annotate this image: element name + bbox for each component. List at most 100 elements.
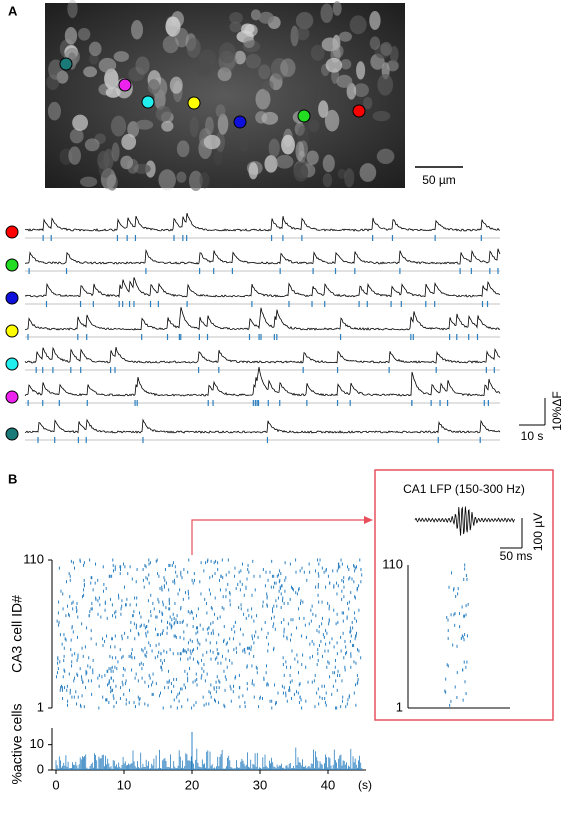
cell-body [135,56,150,75]
cell-body [47,101,61,121]
y-tick-label: 110 [382,556,403,571]
cell-body [280,58,296,78]
cell-body [321,37,339,52]
cell-marker [5,225,19,239]
cell-body [131,20,144,40]
cell-body [79,176,98,187]
scale-label: 10%ΔF [550,391,564,430]
cell-marker [5,324,19,338]
cell-body [294,122,305,136]
cell-body [203,134,221,150]
fluorescence-trace [24,212,500,232]
arrow-head [364,516,373,524]
cell-body [338,31,352,42]
cell-body [363,96,373,110]
raster: 1 110 [23,551,363,714]
fluorescence-trace [24,346,501,364]
roi-marker [59,57,73,71]
y-tick-label: 1 [396,699,403,714]
cell-body [171,11,184,28]
cell-marker [5,427,19,441]
cell-body [229,21,242,33]
cell-body [295,11,314,30]
cell-body [258,11,274,24]
cell-body [369,36,381,50]
cell-body [188,170,203,191]
y-tick-label: 1 [37,699,44,714]
x-tick-label: 10 [117,777,131,792]
cell-body [295,141,305,162]
cell-body [234,50,246,65]
cell-body [121,133,137,150]
cell-body [242,40,261,53]
cell-body [356,61,366,80]
roi-marker [297,109,311,123]
cell-body [83,66,98,78]
roi-marker [118,78,132,92]
cell-body [89,53,99,65]
cell-body [245,53,261,69]
cell-body [64,27,78,45]
cell-body [389,45,399,63]
fluorescence-trace [24,418,501,434]
cell-body [255,88,271,110]
cell-body [161,120,174,132]
cell-body [324,109,340,132]
cell-body [340,59,352,70]
cell-body [270,58,289,80]
panel-label: B [8,471,17,486]
cell-body [158,169,176,191]
cell-body [244,24,258,37]
panel-label: A [8,3,18,18]
cell-body [337,168,347,179]
cell-body [120,155,133,170]
cell-body [262,80,274,92]
cell-body [111,142,120,162]
x-tick-label: 0 [52,777,59,792]
cell-body [281,134,295,155]
cell-body [250,9,261,21]
fluorescence-trace [24,307,501,331]
cell-body [110,115,127,137]
cell-body [268,138,280,158]
roi-marker [233,115,247,129]
cell-body [135,119,154,130]
cell-body [169,76,183,94]
cell-body [377,73,394,96]
cell-body [290,25,299,47]
cell-body [67,0,78,19]
cell-body [344,168,355,188]
y-tick-label: 110 [23,551,44,566]
cell-body [322,154,335,173]
cell-body [84,138,100,152]
cell-body [264,155,278,173]
cell-body [248,162,259,180]
cell-body [98,83,114,96]
cell-body [128,67,145,82]
cell-body [336,74,353,88]
cell-body [98,57,117,73]
cell-body [147,79,160,95]
cell-bodies [46,0,399,191]
cell-body [372,110,391,122]
inset-raster: 1 110 [382,556,510,714]
roi-marker [187,96,201,110]
cell-body [217,67,232,82]
cell-body [113,51,130,62]
cell-body [195,60,212,77]
cell-body [155,105,172,122]
cell-body [238,134,249,153]
cell-body [293,162,309,182]
cell-body [310,44,325,61]
zoom-arrow [191,519,366,555]
cell-body [261,111,279,125]
y-axis-label: CA3 cell ID# [9,595,25,673]
cell-body [346,82,357,100]
cell-marker [5,258,19,272]
cell-body [296,26,310,41]
cell-body [214,150,223,166]
cell-body [175,27,189,48]
cell-body [386,60,399,72]
x-unit: (s) [358,778,372,792]
